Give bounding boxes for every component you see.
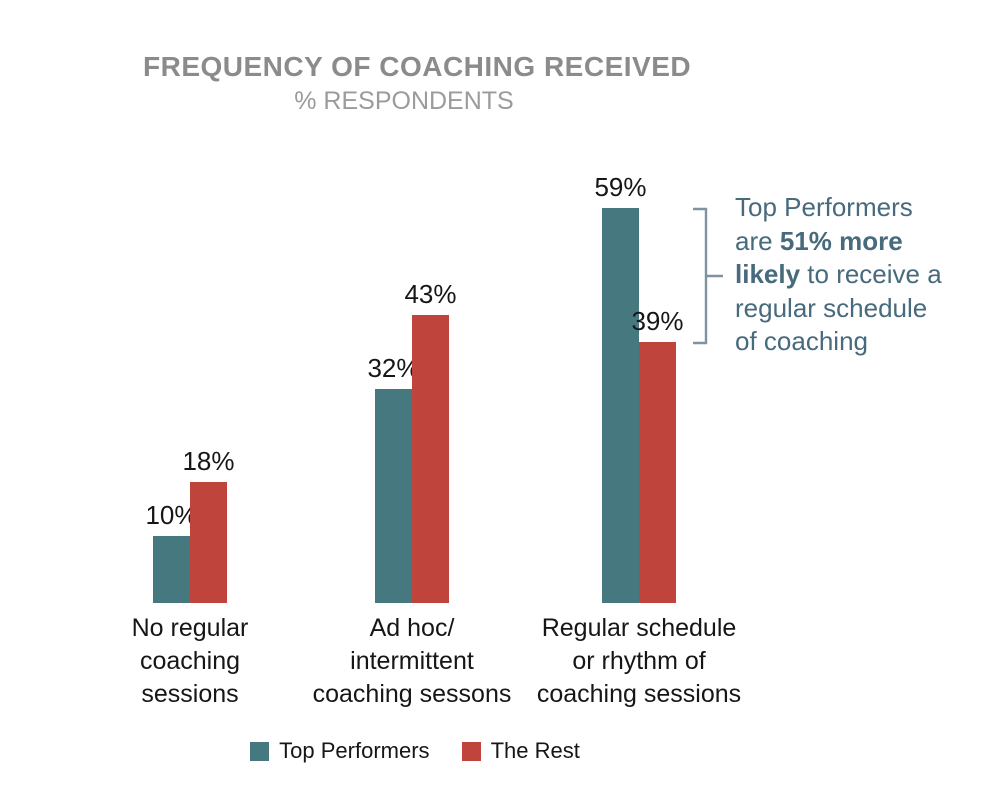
category-line: coaching sessions	[536, 680, 742, 708]
legend-item-top-performers: Top Performers	[250, 738, 430, 764]
bar-the-rest-group3	[639, 342, 676, 603]
value-label-top-performers-group3: 59%	[594, 172, 647, 202]
category-label-group1: No regular coaching sessions	[40, 612, 340, 711]
value-label-top-performers-group1: 10%	[145, 500, 198, 530]
legend-item-the-rest: The Rest	[461, 738, 580, 764]
bracket-path	[693, 207, 723, 345]
annotation-line: regular schedule	[735, 292, 985, 326]
annotation-line: are 51% more	[735, 225, 985, 259]
legend: Top Performers The Rest	[150, 738, 680, 764]
bar-top-performers-group3	[602, 208, 639, 603]
legend-swatch-top-performers	[250, 741, 270, 761]
annotation-text: Top Performers are 51% more likely to rece…	[735, 191, 985, 359]
legend-swatch-the-rest	[461, 741, 481, 761]
chart-header: FREQUENCY OF COACHING RECEIVED % RESPOND…	[143, 50, 692, 116]
category-line: coaching sessons	[312, 680, 512, 708]
annotation-text-segment: Top Performers	[735, 192, 913, 222]
annotation-bold-text: 51% more	[779, 225, 903, 256]
annotation-text-segment: regular schedule	[735, 292, 928, 323]
annotation-text-segment: of coaching	[735, 326, 868, 356]
value-label-the-rest-group3: 39%	[631, 306, 684, 336]
annotation-line: Top Performers	[735, 191, 985, 225]
bar-top-performers-group2	[375, 389, 412, 603]
category-line: intermittent	[350, 647, 474, 675]
annotation-line: of coaching	[735, 325, 985, 359]
category-line: coaching	[139, 647, 241, 675]
category-line: or rhythm of	[572, 647, 706, 675]
comparison-bracket	[693, 207, 723, 345]
value-label-the-rest-group1: 18%	[182, 446, 235, 476]
annotation-bold-text: likely	[735, 259, 801, 289]
category-line: Regular schedule	[541, 614, 737, 642]
bar-top-performers-group1	[153, 536, 190, 603]
value-label-top-performers-group2: 32%	[367, 353, 420, 383]
value-label-the-rest-group2: 43%	[404, 279, 457, 309]
category-label-group2: Ad hoc/intermittent coaching sessons	[262, 612, 562, 711]
category-line: sessions	[141, 680, 239, 708]
category-line: No regular	[131, 614, 249, 642]
bar-the-rest-group2	[412, 315, 449, 603]
annotation-text-segment: to receive a	[800, 259, 942, 289]
legend-label-top-performers: Top Performers	[279, 738, 430, 763]
category-label-group3: Regular schedule or rhythm of coaching ses…	[489, 612, 789, 711]
chart-subtitle: % RESPONDENTS	[294, 87, 514, 115]
legend-label-the-rest: The Rest	[490, 738, 580, 763]
annotation-text-segment: are	[735, 225, 780, 256]
chart-title: FREQUENCY OF COACHING RECEIVED	[143, 51, 692, 82]
bar-the-rest-group1	[190, 482, 227, 603]
annotation-line: likely to receive a	[735, 258, 985, 292]
category-line: Ad hoc/	[369, 614, 455, 642]
